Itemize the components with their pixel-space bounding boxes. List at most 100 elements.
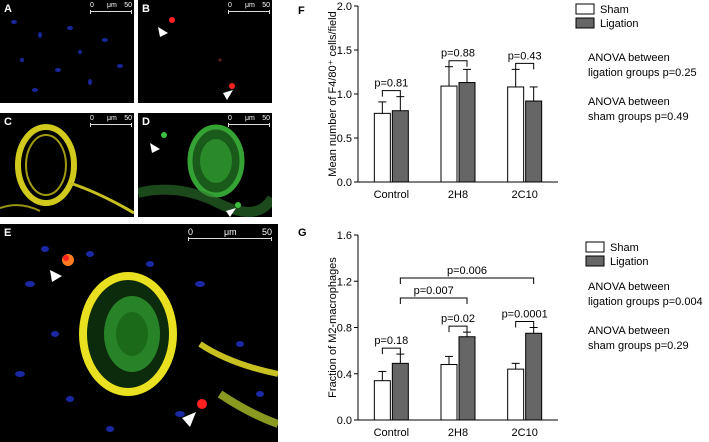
anova-text: ANOVA between bbox=[588, 52, 670, 64]
micrograph-b-image bbox=[158, 17, 235, 100]
significance-bracket bbox=[448, 325, 468, 333]
scale-unit: μm bbox=[224, 227, 237, 237]
bar-sham bbox=[373, 112, 391, 183]
x-tick-label: 2H8 bbox=[448, 189, 468, 201]
scale-bar-c: 0 μm 50 bbox=[90, 115, 132, 129]
significance-bracket bbox=[399, 277, 535, 284]
bar-ligation bbox=[391, 110, 409, 183]
scale-unit: μm bbox=[245, 2, 255, 9]
anova-text: ligation groups p=0.25 bbox=[588, 67, 697, 79]
y-axis-label: Fraction of M2-macrophages bbox=[327, 257, 339, 398]
y-tick-label: 0.8 bbox=[337, 323, 352, 335]
bar-sham bbox=[440, 85, 458, 183]
legend-swatch bbox=[575, 3, 595, 15]
p-value-label: p=0.43 bbox=[508, 50, 542, 62]
anova-text: ANOVA between bbox=[588, 325, 670, 337]
scale-start: 0 bbox=[90, 115, 94, 122]
panel-label: G bbox=[298, 227, 307, 239]
scale-end: 50 bbox=[261, 227, 272, 237]
significance-bracket bbox=[381, 90, 401, 97]
significance-bracket bbox=[448, 60, 468, 67]
y-tick-label: 0.5 bbox=[337, 133, 352, 145]
micrograph-a: A 0 μm 50 bbox=[0, 0, 134, 103]
bar-ligation bbox=[458, 336, 476, 421]
scale-bar-a: 0 μm 50 bbox=[90, 2, 132, 16]
bar-ligation bbox=[525, 332, 543, 421]
micrograph-d: D 0 μm 50 bbox=[138, 113, 272, 217]
y-tick-label: 1.0 bbox=[337, 89, 352, 101]
legend-swatch bbox=[575, 17, 595, 29]
significance-bracket bbox=[381, 347, 401, 355]
panel-label-a: A bbox=[4, 3, 12, 15]
y-tick-label: 0.0 bbox=[337, 415, 352, 427]
bar-sham bbox=[507, 368, 525, 421]
micrograph-c: C 0 μm 50 bbox=[0, 113, 134, 217]
arrowhead-icon bbox=[50, 270, 62, 282]
bar-ligation bbox=[391, 362, 409, 421]
y-axis-label: Mean number of F4/80⁺ cells/field bbox=[327, 11, 339, 176]
y-tick-label: 1.6 bbox=[337, 230, 352, 242]
anova-text: ANOVA between bbox=[588, 281, 670, 293]
p-value-label: p=0.88 bbox=[441, 48, 475, 60]
arrowhead-icon bbox=[182, 412, 196, 427]
p-value-label: p=0.18 bbox=[374, 335, 408, 347]
anova-text: sham groups p=0.49 bbox=[588, 111, 689, 123]
panel-label: F bbox=[298, 5, 305, 17]
bar-sham bbox=[440, 364, 458, 421]
anova-text: ligation groups p=0.004 bbox=[588, 296, 703, 308]
scale-end: 50 bbox=[262, 115, 270, 122]
y-tick-label: 0.0 bbox=[337, 177, 352, 189]
x-tick-label: 2C10 bbox=[512, 189, 538, 201]
y-tick-label: 0.4 bbox=[337, 369, 352, 381]
scale-unit: μm bbox=[245, 115, 255, 122]
arrowhead-icon bbox=[150, 143, 160, 153]
bar-sham bbox=[373, 380, 391, 421]
significance-bracket bbox=[515, 321, 535, 328]
scale-unit: μm bbox=[107, 115, 117, 122]
p-value-label: p=0.006 bbox=[447, 265, 487, 277]
scale-start: 0 bbox=[228, 115, 232, 122]
scale-unit: μm bbox=[107, 2, 117, 9]
p-value-label: p=0.02 bbox=[441, 313, 475, 325]
anova-text: ANOVA between bbox=[588, 96, 670, 108]
legend-label: Sham bbox=[610, 242, 639, 254]
x-tick-label: 2C10 bbox=[512, 427, 538, 439]
scale-bar-e: 0 μm 50 bbox=[188, 227, 272, 241]
scale-start: 0 bbox=[188, 227, 194, 237]
p-value-label: p=0.0001 bbox=[502, 309, 548, 321]
scale-bar-b: 0 μm 50 bbox=[228, 2, 270, 16]
scale-end: 50 bbox=[124, 115, 132, 122]
legend-swatch bbox=[585, 241, 605, 253]
y-tick-label: 2.0 bbox=[337, 1, 352, 13]
legend-label: Ligation bbox=[600, 18, 639, 30]
arrowhead-icon bbox=[158, 27, 168, 37]
legend-label: Ligation bbox=[610, 256, 649, 268]
bar-ligation bbox=[458, 82, 476, 183]
chart-g: G 0.0 0.4 0.8 1.2 1.6 Fraction of M2-macrophag… bbox=[298, 227, 703, 439]
x-tick-label: Control bbox=[374, 189, 409, 201]
legend-swatch bbox=[585, 255, 605, 267]
x-tick-label: Control bbox=[374, 427, 409, 439]
panel-label-b: B bbox=[142, 3, 150, 15]
micrograph-e-image bbox=[15, 246, 278, 432]
arrowhead-icon bbox=[223, 90, 233, 100]
x-tick-label: 2H8 bbox=[448, 427, 468, 439]
micrograph-c-image bbox=[0, 124, 134, 215]
micrograph-d-image bbox=[138, 124, 272, 217]
significance-bracket bbox=[399, 297, 468, 304]
legend-label: Sham bbox=[600, 4, 629, 16]
micrograph-b: B 0 μm 50 bbox=[138, 0, 272, 103]
micrograph-a-image bbox=[11, 20, 123, 92]
scale-end: 50 bbox=[124, 2, 132, 9]
panel-label-c: C bbox=[4, 116, 12, 128]
bar-sham bbox=[507, 86, 525, 183]
scale-bar-d: 0 μm 50 bbox=[228, 115, 270, 129]
p-value-label: p=0.81 bbox=[374, 78, 408, 90]
bar-ligation bbox=[525, 100, 543, 183]
anova-text: sham groups p=0.29 bbox=[588, 340, 689, 352]
micrograph-e: E 0 μm 50 bbox=[0, 224, 278, 442]
scale-start: 0 bbox=[90, 2, 94, 9]
y-tick-label: 1.2 bbox=[337, 276, 352, 288]
panel-label-e: E bbox=[4, 227, 12, 239]
